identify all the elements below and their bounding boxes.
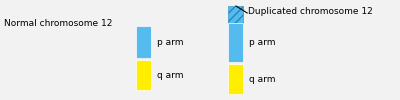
Text: Duplicated chromosome 12: Duplicated chromosome 12 (248, 7, 373, 16)
Text: p arm: p arm (249, 38, 276, 47)
Text: Normal chromosome 12: Normal chromosome 12 (4, 20, 112, 28)
Bar (228, 64, 243, 94)
Text: q arm: q arm (157, 70, 184, 80)
Bar (136, 60, 151, 90)
Bar (228, 23, 243, 62)
Bar (228, 6, 243, 23)
Bar (136, 26, 151, 58)
Text: p arm: p arm (157, 38, 184, 46)
Text: q arm: q arm (249, 74, 276, 84)
